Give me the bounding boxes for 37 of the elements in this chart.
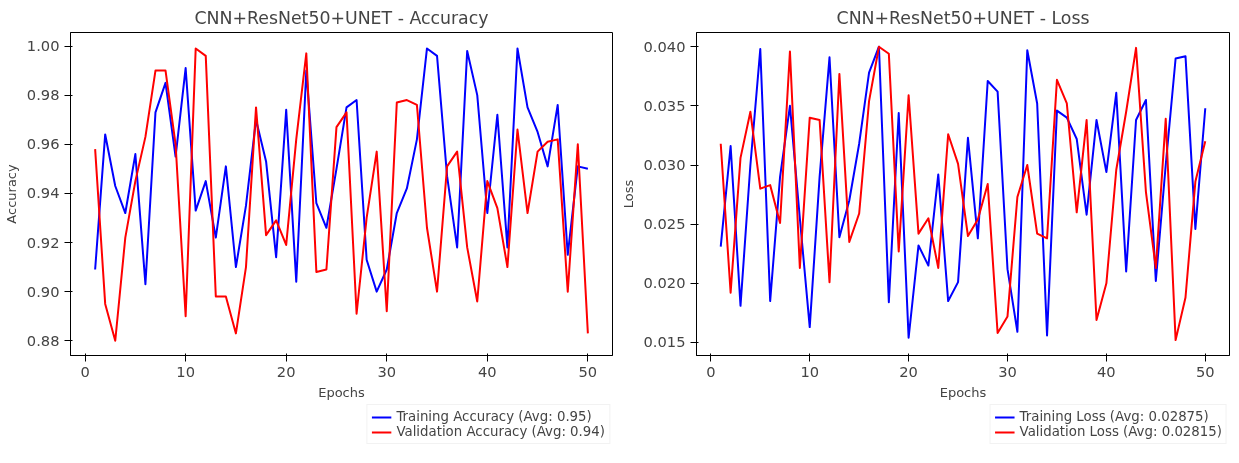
y-tick-label: 0.88 (26, 331, 60, 349)
legend-label: Validation Accuracy (Avg: 0.94) (396, 424, 605, 439)
legend-label: Validation Loss (Avg: 0.02815) (1019, 424, 1222, 439)
x-tick-label: 10 (800, 362, 820, 380)
x-tick-label: 20 (276, 362, 296, 380)
x-tick-label: 10 (176, 362, 195, 380)
y-tick-label: 0.90 (26, 282, 60, 300)
x-tick-label: 0 (706, 362, 716, 380)
x-axis-title: Epochs (318, 384, 366, 400)
x-tick-label: 50 (1195, 362, 1215, 380)
y-tick-label: 0.94 (26, 184, 60, 202)
y-tick-label: 0.020 (643, 274, 686, 292)
y-tick-label: 0.98 (26, 86, 60, 104)
legend-label: Training Accuracy (Avg: 0.95) (396, 409, 592, 424)
y-tick-label: 0.015 (643, 333, 686, 351)
y-tick-label: 0.030 (643, 156, 686, 174)
x-tick-label: 40 (1097, 362, 1116, 380)
line-series (94, 47, 589, 342)
x-axis-title: Epochs (939, 384, 987, 400)
x-tick-label: 30 (377, 362, 397, 380)
y-axis-title: Accuracy (3, 164, 19, 224)
y-tick-label: 0.96 (26, 135, 60, 153)
chart-title: CNN+ResNet50+UNET - Accuracy (194, 7, 489, 28)
x-tick-label: 30 (998, 362, 1017, 380)
x-tick-label: 50 (578, 362, 598, 380)
y-tick-label: 0.040 (643, 37, 686, 55)
chart-title: CNN+ResNet50+UNET - Loss (836, 7, 1090, 28)
y-tick-label: 0.025 (643, 215, 686, 233)
y-tick-label: 0.92 (26, 233, 60, 251)
y-tick-label: 1.00 (26, 37, 60, 55)
line-series (94, 47, 589, 293)
x-tick-label: 20 (899, 362, 918, 380)
y-tick-label: 0.035 (643, 96, 686, 114)
y-axis-title: Loss (620, 179, 636, 209)
legend-label: Training Loss (Avg: 0.02875) (1019, 409, 1209, 424)
x-tick-label: 40 (477, 362, 497, 380)
x-tick-label: 0 (80, 362, 90, 380)
